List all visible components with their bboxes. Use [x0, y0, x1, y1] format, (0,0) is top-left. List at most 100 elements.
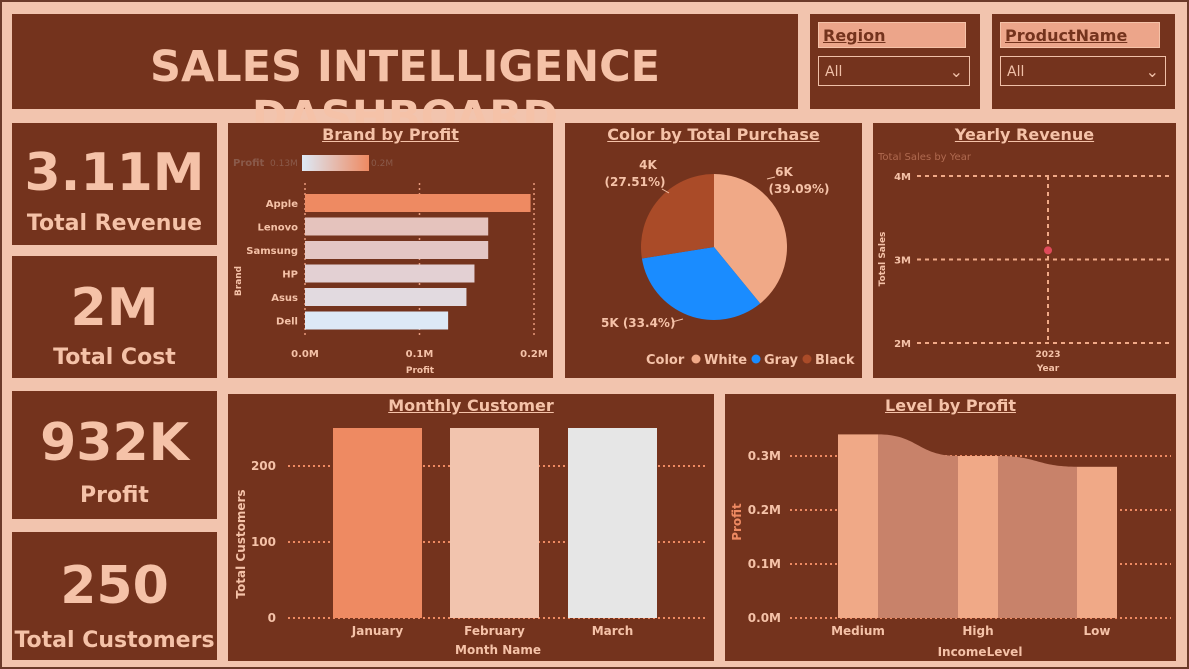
y-tick-label: Samsung: [246, 246, 298, 257]
legend-black[interactable]: Black: [815, 353, 855, 368]
y-axis-label: Total Sales: [878, 232, 888, 287]
bar-march[interactable]: [568, 428, 657, 618]
bar-dell[interactable]: [305, 311, 449, 330]
ribbon: [998, 456, 1077, 618]
x-tick-label: January: [351, 624, 404, 638]
brand-by-profit-chart[interactable]: Brand by Profit Profit 0.13M 0.2M Apple L…: [228, 123, 553, 378]
data-point[interactable]: [1044, 246, 1052, 255]
pie-slice-gray[interactable]: [641, 247, 761, 320]
y-tick-label: 100: [251, 535, 276, 549]
y-axis-label: Total Customers: [234, 489, 248, 598]
x-tick-label: 0.1M: [406, 349, 434, 360]
bar-samsung[interactable]: [305, 241, 489, 259]
x-axis-label: Month Name: [455, 643, 541, 657]
level-by-profit-chart[interactable]: Level by Profit 0.0M 0.1M 0.2M 0.3M Medium H…: [725, 394, 1176, 661]
y-tick-label: 0.2M: [748, 503, 781, 517]
color-pie-svg: 4K (27.51%) 6K (39.09%) 5K (33.4%) Color…: [601, 158, 855, 368]
bar-asus[interactable]: [305, 288, 467, 306]
bar-january[interactable]: [333, 428, 422, 618]
x-tick-label: Medium: [831, 624, 885, 638]
brand-by-profit-svg: Profit 0.13M 0.2M Apple Lenovo Samsung HP As…: [233, 155, 548, 376]
legend-max: 0.2M: [371, 159, 393, 169]
x-tick-label: February: [464, 624, 525, 638]
chart-title: Level by Profit: [885, 396, 1016, 415]
pie-slice-black[interactable]: [641, 174, 714, 259]
x-tick-label: 0.2M: [520, 349, 548, 360]
productname-dropdown[interactable]: All ⌄: [1000, 56, 1166, 86]
legend-dot-white: [691, 354, 701, 364]
leader-line: [671, 318, 684, 323]
title-panel: SALES INTELLIGENCE DASHBOARD: [12, 14, 798, 142]
region-slicer-label: Region: [818, 22, 966, 48]
bar-medium[interactable]: [838, 434, 878, 618]
legend-white[interactable]: White: [704, 353, 747, 368]
ribbon: [878, 434, 958, 618]
slice-pct-white: (39.09%): [769, 182, 830, 196]
x-tick-label: High: [962, 624, 993, 638]
region-slicer: Region All ⌄: [810, 14, 980, 109]
kpi-value: 250: [60, 556, 169, 616]
legend-gradient: [302, 155, 369, 171]
kpi-label: Profit: [80, 483, 149, 508]
kpi-total-revenue: 3.11M Total Revenue: [12, 123, 217, 245]
region-dropdown-value: All: [825, 64, 843, 80]
bar-lenovo[interactable]: [305, 217, 489, 236]
legend-dot-black: [802, 354, 812, 364]
legend-dot-gray: [751, 354, 761, 364]
slice-label-black: 4K: [639, 158, 657, 172]
level-by-profit-svg: 0.0M 0.1M 0.2M 0.3M Medium High Low IncomeLev…: [730, 434, 1171, 659]
kpi-total-cost: 2M Total Cost: [12, 256, 217, 378]
leader-line: [661, 188, 670, 194]
y-tick-label: 2M: [894, 339, 911, 350]
kpi-label: Total Customers: [14, 628, 215, 653]
bar-hp[interactable]: [305, 264, 475, 283]
bar-february[interactable]: [450, 428, 539, 618]
legend-min: 0.13M: [270, 159, 298, 169]
x-tick-label: March: [592, 624, 634, 638]
bar-apple[interactable]: [305, 194, 531, 212]
color-by-purchase-chart[interactable]: Color by Total Purchase 4K (27.51%) 6K (…: [565, 123, 862, 378]
y-tick-label: 0.3M: [748, 449, 781, 463]
x-tick-label: 2023: [1035, 350, 1060, 360]
x-tick-label: Low: [1084, 624, 1111, 638]
y-tick-label: 4M: [894, 172, 911, 183]
chart-title: Yearly Revenue: [954, 125, 1095, 144]
pie-slice-white[interactable]: [714, 174, 787, 304]
bar-low[interactable]: [1077, 466, 1117, 618]
x-axis-label: IncomeLevel: [938, 645, 1023, 659]
monthly-customer-chart[interactable]: Monthly Customer 0 100 200 January February…: [228, 394, 714, 661]
leader-line: [766, 176, 776, 180]
kpi-label: Total Cost: [53, 345, 176, 370]
y-axis-label: Profit: [730, 503, 744, 541]
page-title: SALES INTELLIGENCE DASHBOARD: [149, 42, 661, 142]
kpi-profit: 932K Profit: [12, 391, 217, 519]
chevron-down-icon[interactable]: ⌄: [1145, 62, 1159, 81]
y-axis-label: Brand: [234, 266, 244, 296]
yearly-revenue-chart[interactable]: Yearly Revenue Total Sales by Year 2M 3M 4…: [873, 123, 1176, 378]
legend-gray[interactable]: Gray: [764, 353, 798, 368]
yearly-revenue-svg: Total Sales by Year 2M 3M 4M 2023 Year Tot…: [877, 152, 1171, 374]
chart-subtitle: Total Sales by Year: [877, 152, 972, 163]
chevron-down-icon[interactable]: ⌄: [949, 62, 963, 81]
bar-high[interactable]: [958, 456, 998, 618]
x-tick-label: 0.0M: [291, 349, 319, 360]
kpi-value: 2M: [70, 278, 159, 338]
y-tick-label: 3M: [894, 256, 911, 267]
slice-pct-black: (27.51%): [605, 175, 666, 189]
x-axis-label: Profit: [406, 366, 435, 376]
kpi-total-customers: 250 Total Customers: [12, 532, 217, 660]
y-tick-label: Dell: [276, 317, 298, 328]
chart-title: Brand by Profit: [322, 125, 459, 144]
y-tick-label: Apple: [266, 199, 298, 210]
y-tick-label: HP: [282, 270, 298, 281]
kpi-value: 932K: [40, 413, 189, 473]
y-tick-label: Lenovo: [257, 223, 298, 234]
region-dropdown[interactable]: All ⌄: [818, 56, 970, 86]
slice-label-white: 6K: [775, 165, 793, 179]
y-tick-label: 200: [251, 459, 276, 473]
productname-dropdown-value: All: [1007, 64, 1025, 80]
kpi-value: 3.11M: [24, 143, 205, 203]
chart-title: Monthly Customer: [388, 396, 554, 415]
